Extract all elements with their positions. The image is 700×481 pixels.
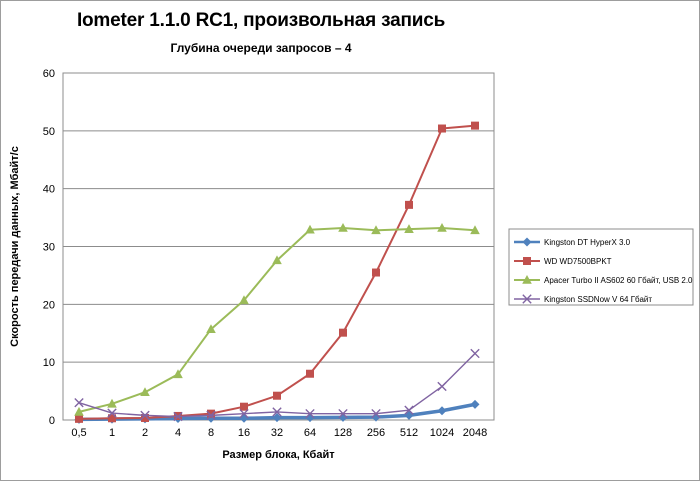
data-point-square bbox=[75, 414, 83, 423]
x-tick-label: 2 bbox=[142, 427, 148, 439]
chart-subtitle: Глубина очереди запросов – 4 bbox=[170, 41, 352, 55]
data-point-diamond bbox=[371, 412, 381, 422]
data-point-square bbox=[207, 409, 215, 418]
chart-title: Iometer 1.1.0 RC1, произвольная запись bbox=[76, 10, 446, 31]
data-point-x bbox=[371, 408, 381, 419]
data-point-diamond bbox=[437, 406, 447, 416]
legend-item: Kingston DT HyperX 3.0 bbox=[514, 237, 631, 247]
x-tick-label: 2048 bbox=[463, 427, 487, 439]
legend-item: Apacer Turbo II AS602 60 Гбайт, USB 2.0 bbox=[514, 275, 693, 285]
y-tick-label: 60 bbox=[43, 68, 55, 80]
x-tick-label: 256 bbox=[367, 427, 385, 439]
data-point-diamond bbox=[404, 410, 414, 420]
legend-label: Apacer Turbo II AS602 60 Гбайт, USB 2.0 bbox=[544, 276, 693, 285]
x-tick-label: 0,5 bbox=[71, 427, 86, 439]
legend-item: WD WD7500BPKT bbox=[514, 257, 612, 266]
series-3 bbox=[74, 348, 480, 422]
x-tick-label: 32 bbox=[271, 427, 283, 439]
data-point-diamond bbox=[470, 399, 480, 409]
data-point-x bbox=[404, 405, 414, 415]
data-point-x bbox=[522, 294, 532, 304]
data-point-x bbox=[140, 410, 150, 421]
data-point-triangle bbox=[74, 406, 84, 416]
data-point-square bbox=[273, 391, 281, 400]
data-point-x bbox=[107, 408, 117, 418]
x-tick-label: 8 bbox=[208, 427, 214, 439]
data-point-x bbox=[206, 410, 216, 421]
data-point-diamond bbox=[272, 413, 282, 423]
data-point-triangle bbox=[404, 224, 414, 233]
y-axis-title: Скорость передачи данных, Мбайт/с bbox=[9, 146, 21, 347]
data-point-square bbox=[471, 121, 479, 130]
data-point-square bbox=[141, 413, 149, 422]
data-point-x bbox=[272, 407, 282, 417]
y-tick-label: 20 bbox=[43, 299, 55, 311]
data-point-square bbox=[306, 369, 314, 378]
legend-item: Kingston SSDNow V 64 Гбайт bbox=[514, 294, 652, 304]
data-point-square bbox=[339, 328, 347, 337]
data-point-square bbox=[108, 414, 116, 423]
x-tick-label: 1024 bbox=[430, 427, 454, 439]
data-point-x bbox=[437, 381, 447, 392]
series-2 bbox=[74, 222, 480, 416]
y-tick-label: 30 bbox=[43, 242, 55, 254]
data-point-x bbox=[470, 348, 480, 359]
data-point-triangle bbox=[140, 387, 150, 397]
data-point-square bbox=[523, 257, 531, 265]
data-point-x bbox=[74, 397, 84, 408]
data-point-x bbox=[305, 408, 315, 419]
x-tick-label: 1 bbox=[109, 427, 115, 439]
y-tick-label: 40 bbox=[43, 184, 55, 196]
y-tick-label: 10 bbox=[43, 357, 55, 369]
data-point-triangle bbox=[470, 225, 480, 235]
legend-label: WD WD7500BPKT bbox=[544, 257, 612, 266]
data-point-triangle bbox=[371, 225, 381, 235]
data-point-x bbox=[239, 408, 249, 419]
y-tick-label: 0 bbox=[49, 415, 55, 427]
data-point-triangle bbox=[107, 398, 117, 408]
legend-label: Kingston DT HyperX 3.0 bbox=[544, 238, 631, 247]
data-point-triangle bbox=[206, 324, 216, 334]
x-tick-label: 16 bbox=[238, 427, 250, 439]
data-point-triangle bbox=[173, 369, 183, 379]
x-tick-label: 128 bbox=[334, 427, 352, 439]
legend-label: Kingston SSDNow V 64 Гбайт bbox=[544, 295, 652, 304]
data-point-square bbox=[438, 124, 446, 133]
data-point-triangle bbox=[272, 255, 282, 265]
data-point-triangle bbox=[522, 275, 532, 284]
x-tick-label: 4 bbox=[175, 427, 181, 439]
data-point-triangle bbox=[305, 224, 315, 234]
data-point-triangle bbox=[338, 222, 348, 232]
x-tick-label: 512 bbox=[400, 427, 418, 439]
data-point-diamond bbox=[239, 413, 249, 423]
x-tick-label: 64 bbox=[304, 427, 316, 439]
data-point-diamond bbox=[522, 237, 532, 247]
data-point-square bbox=[372, 268, 380, 277]
data-point-square bbox=[240, 402, 248, 411]
data-point-triangle bbox=[437, 222, 447, 232]
x-axis-title: Размер блока, Кбайт bbox=[222, 449, 335, 461]
series-1 bbox=[75, 121, 479, 423]
data-point-triangle bbox=[239, 295, 249, 305]
y-tick-label: 50 bbox=[43, 126, 55, 138]
data-point-square bbox=[405, 200, 413, 209]
data-point-x bbox=[338, 408, 348, 419]
data-point-x bbox=[173, 411, 183, 422]
series-line bbox=[78, 124, 476, 420]
series-line bbox=[78, 352, 476, 418]
